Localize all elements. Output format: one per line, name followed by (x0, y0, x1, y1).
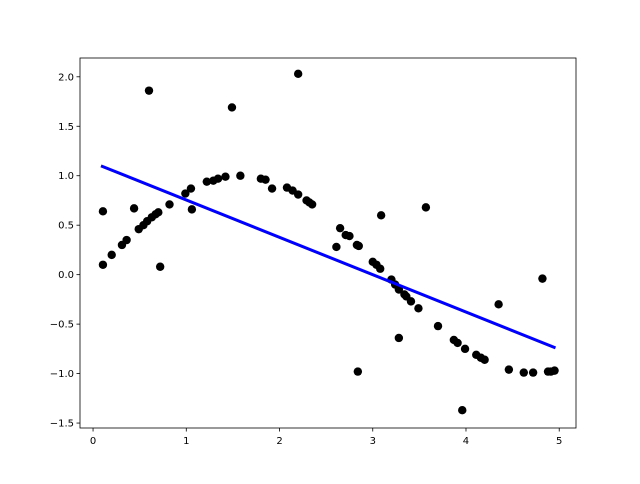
scatter-point (122, 235, 131, 245)
scatter-point (129, 204, 139, 213)
x-tick-label: 0 (90, 436, 96, 447)
scatter-point (528, 368, 538, 377)
scatter-point (376, 264, 385, 273)
scatter-point (227, 103, 237, 112)
scatter-point (213, 174, 223, 183)
scatter-point (267, 184, 277, 193)
y-tick-label: 0.0 (58, 270, 74, 281)
scatter-point (154, 208, 163, 217)
x-tick-label: 4 (463, 436, 469, 447)
scatter-point (181, 189, 190, 198)
scatter-point (376, 211, 386, 220)
scatter-point (458, 405, 467, 415)
scatter-point (494, 300, 503, 309)
scatter-point (261, 175, 270, 184)
scatter-point (144, 86, 154, 95)
scatter-point (453, 338, 462, 348)
scatter-point (406, 297, 416, 306)
scatter-point (335, 223, 345, 233)
scatter-point (221, 172, 230, 181)
scatter-point (293, 190, 303, 199)
scatter-point (236, 171, 245, 180)
scatter-point (414, 304, 423, 313)
x-tick-label: 1 (183, 436, 189, 447)
scatter-point (155, 262, 165, 271)
plot-frame (79, 57, 577, 429)
y-tick-label: −1.0 (50, 369, 74, 380)
fit-line (100, 164, 557, 350)
scatter-point (98, 207, 108, 216)
scatter-point (202, 177, 211, 186)
scatter-point (293, 69, 303, 79)
scatter-point (550, 366, 559, 375)
scatter-point (421, 203, 431, 212)
scatter-point (519, 368, 528, 377)
scatter-point (345, 231, 354, 241)
scatter-point (433, 321, 443, 331)
scatter-point (107, 250, 116, 260)
scatter-point (353, 367, 363, 376)
scatter-point (504, 365, 514, 374)
scatter-point (538, 274, 547, 283)
y-tick-label: 0.5 (58, 221, 74, 232)
y-tick-label: 2.0 (58, 72, 74, 83)
scatter-point (460, 344, 470, 354)
x-tick-label: 3 (370, 436, 376, 447)
y-tick-label: −1.5 (50, 419, 74, 430)
y-tick-label: 1.0 (58, 171, 74, 182)
scatter-point (186, 184, 196, 193)
scatter-point (98, 260, 108, 269)
scatter-point (165, 200, 174, 209)
x-tick-label: 5 (556, 436, 562, 447)
scatter-point (480, 355, 489, 364)
x-tick-label: 2 (276, 436, 282, 447)
y-tick-label: 1.5 (58, 122, 74, 133)
scatter-point (332, 242, 341, 252)
scatter-point (187, 205, 197, 214)
scatter-point (354, 241, 363, 251)
scatter-point (394, 333, 404, 343)
scatter-point (307, 200, 317, 209)
y-tick-label: −0.5 (50, 320, 74, 331)
